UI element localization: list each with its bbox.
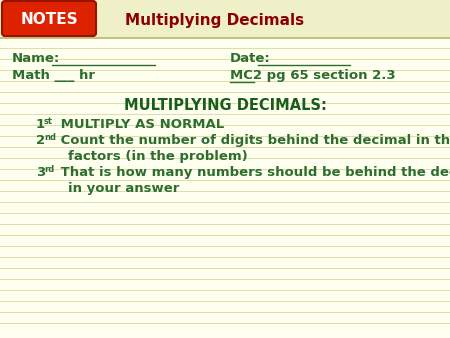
Text: 1: 1 [36,118,45,131]
FancyBboxPatch shape [2,1,96,36]
Text: Date:: Date: [230,52,271,65]
Text: Name:: Name: [12,52,60,65]
Text: Count the number of digits behind the decimal in the: Count the number of digits behind the de… [56,134,450,147]
Text: Math ___ hr: Math ___ hr [12,69,95,82]
Text: in your answer: in your answer [68,182,180,195]
Text: nd: nd [44,133,56,142]
Text: MULTIPLYING DECIMALS:: MULTIPLYING DECIMALS: [124,98,326,113]
Text: Multiplying Decimals: Multiplying Decimals [125,13,304,27]
Bar [0,0,450,38]
Text: MC2 pg 65 section 2.3: MC2 pg 65 section 2.3 [230,69,396,82]
Text: MULTIPLY AS NORMAL: MULTIPLY AS NORMAL [56,118,224,131]
Text: 3: 3 [36,166,45,179]
Text: rd: rd [44,165,54,174]
Text: factors (in the problem): factors (in the problem) [68,150,248,163]
Text: st: st [44,117,53,126]
Text: 2: 2 [36,134,45,147]
Text: NOTES: NOTES [20,13,78,27]
Text: That is how many numbers should be behind the decimal: That is how many numbers should be behin… [56,166,450,179]
